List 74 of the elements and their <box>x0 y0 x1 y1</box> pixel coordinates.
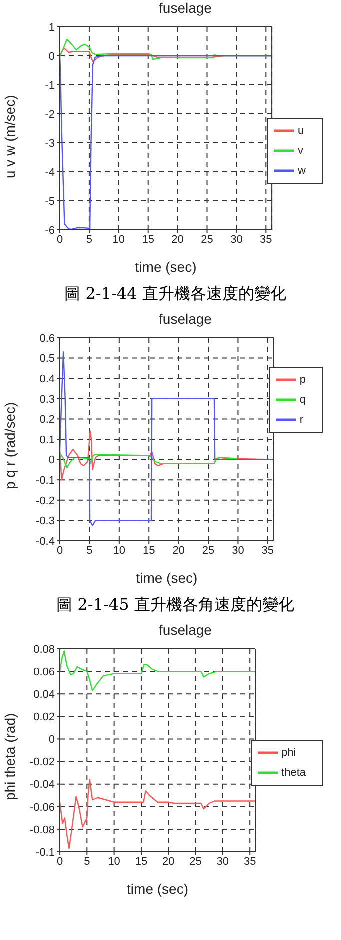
y-tick-label: -2 <box>45 108 55 121</box>
y-tick-label: -0.02 <box>30 756 55 769</box>
y-tick-label: -0.04 <box>30 779 55 792</box>
x-tick-label: 25 <box>201 234 214 246</box>
x-tick-label: 15 <box>135 856 148 868</box>
y-tick-label: -0.2 <box>36 495 55 508</box>
x-tick-label: 5 <box>86 544 93 557</box>
y-tick-label: 1 <box>48 22 55 34</box>
y-tick-label: 0 <box>48 734 55 746</box>
y-tick-label: 0.3 <box>40 394 55 406</box>
x-tick-label: 20 <box>172 544 185 557</box>
y-tick-label: 0.6 <box>40 332 55 345</box>
y-tick-label: -0.1 <box>36 475 55 488</box>
y-tick-label: 0.4 <box>40 374 55 386</box>
x-tick-label: 35 <box>262 544 274 557</box>
x-tick-label: 15 <box>142 544 156 557</box>
caption: 圖 2-1-45 直升機各角速度的變化 <box>56 594 296 616</box>
x-axis-title: time (sec) <box>135 258 197 275</box>
x-tick-label: 15 <box>142 234 154 246</box>
x-tick-label: 25 <box>202 544 215 557</box>
x-tick-label: 10 <box>108 856 120 868</box>
x-tick-label: 10 <box>113 544 126 557</box>
y-axis-title: phi theta (rad) <box>2 713 18 800</box>
x-tick-label: 5 <box>86 234 93 246</box>
y-tick-label: -0.3 <box>36 516 55 528</box>
y-tick-label: -0.06 <box>30 802 55 814</box>
legend-label: phi <box>282 746 296 759</box>
x-axis-title: time (sec) <box>127 880 188 897</box>
legend-label: theta <box>282 766 306 779</box>
legend-label: q <box>300 394 306 406</box>
x-tick-label: 25 <box>190 856 202 868</box>
chart-title: fuselage <box>158 0 213 18</box>
x-tick-label: 10 <box>112 234 126 246</box>
line-series <box>60 779 256 850</box>
y-axis-title: u v w (m/sec) <box>2 95 18 178</box>
legend-label: r <box>300 414 304 426</box>
y-tick-label: 0 <box>48 50 55 63</box>
y-tick-label: -0.08 <box>30 824 55 836</box>
legend-label: v <box>298 144 304 157</box>
y-tick-label: -5 <box>45 196 55 208</box>
x-tick-label: 35 <box>244 856 256 868</box>
x-tick-label: 0 <box>56 544 64 557</box>
line-series <box>60 352 274 526</box>
y-tick-label: -6 <box>45 224 55 237</box>
y-tick-label: 0.5 <box>40 353 55 366</box>
y-tick-label: 0.2 <box>40 414 55 426</box>
y-tick-label: -4 <box>45 166 55 179</box>
y-axis-title: p q r (rad/sec) <box>2 402 18 490</box>
chart-title: fuselage <box>158 622 213 640</box>
caption: 圖 2-1-44 直升機各速度的變化 <box>64 283 288 305</box>
y-tick-label: 0.1 <box>40 434 55 446</box>
x-axis-title: time (sec) <box>136 570 198 586</box>
y-tick-label: 0.04 <box>34 689 55 702</box>
legend-label: w <box>298 164 306 177</box>
y-tick-label: 0 <box>48 454 55 467</box>
y-tick-label: 0.02 <box>34 712 55 724</box>
x-tick-label: 5 <box>84 856 90 868</box>
y-tick-label: -1 <box>45 80 55 92</box>
x-tick-label: 30 <box>232 544 244 557</box>
y-tick-label: -0.1 <box>36 846 55 859</box>
x-tick-label: 20 <box>172 234 184 246</box>
legend-label: u <box>298 124 304 137</box>
x-tick-label: 30 <box>230 234 243 246</box>
y-tick-label: -3 <box>45 138 55 150</box>
x-tick-label: 35 <box>260 234 272 246</box>
legend-label: p <box>300 374 306 386</box>
y-tick-label: -0.4 <box>36 536 55 548</box>
y-tick-label: 0.08 <box>34 644 55 656</box>
x-tick-label: 0 <box>56 856 64 868</box>
x-tick-label: 0 <box>56 234 64 246</box>
x-tick-label: 20 <box>162 856 175 868</box>
y-tick-label: 0.06 <box>34 666 55 678</box>
x-tick-label: 30 <box>216 856 230 868</box>
chart-title: fuselage <box>158 311 213 329</box>
